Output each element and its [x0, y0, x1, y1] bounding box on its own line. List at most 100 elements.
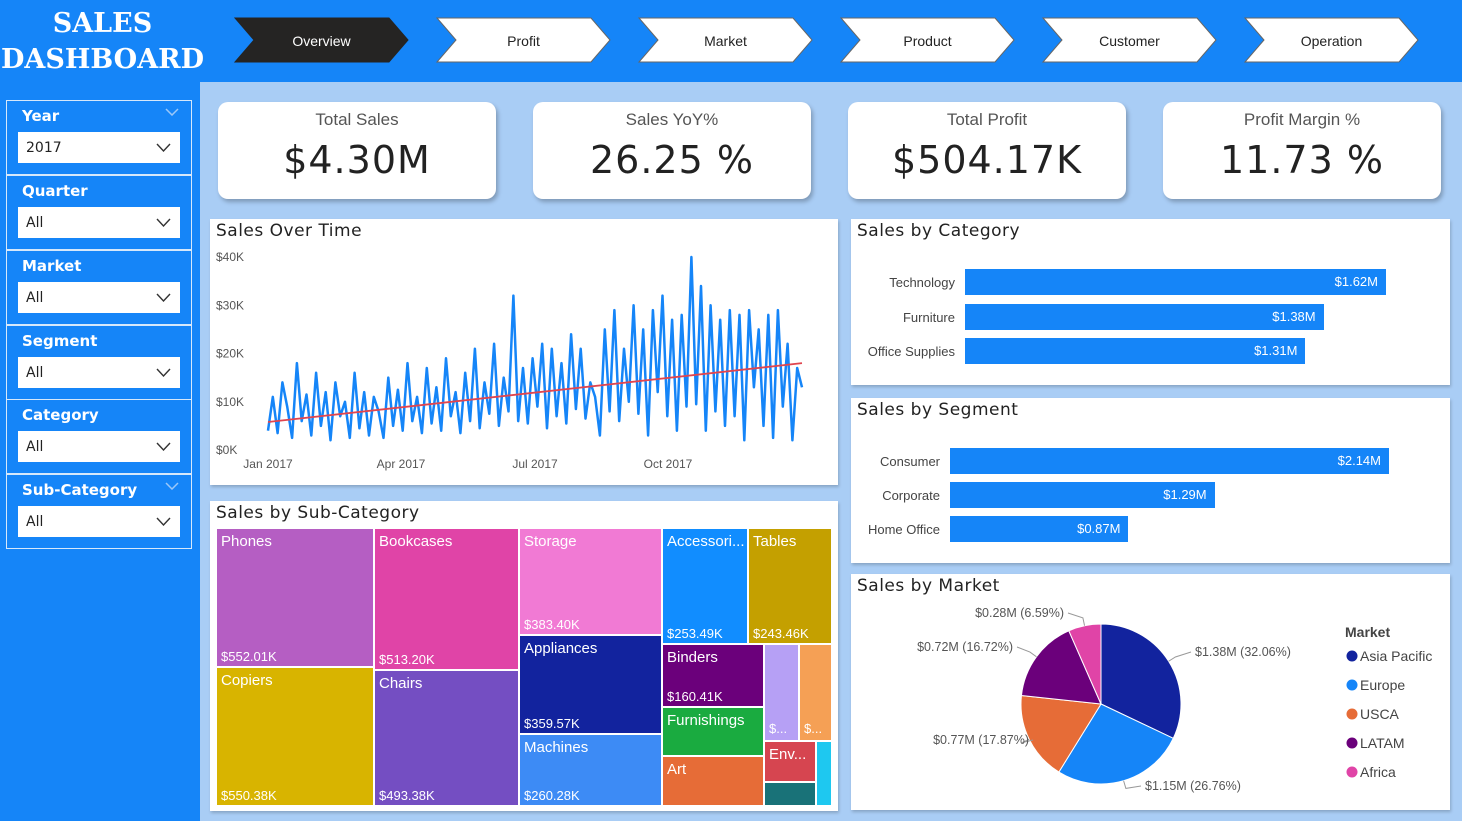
- treemap-tile-value: $513.20K: [379, 652, 435, 667]
- treemap-tile[interactable]: Furnishings: [662, 707, 764, 756]
- tab-overview[interactable]: Overview: [234, 17, 409, 63]
- segment-dropdown[interactable]: All: [18, 357, 180, 388]
- slicer-year: Year 2017: [6, 100, 192, 175]
- sales-series-line: [266, 255, 804, 442]
- treemap-tile-name: $...: [804, 721, 823, 736]
- slicer-label: Quarter: [22, 182, 88, 200]
- slicer-label: Category: [22, 406, 99, 424]
- treemap-tile[interactable]: $...: [799, 644, 832, 741]
- sub-category-treemap[interactable]: Phones $552.01K Copiers $550.38K Bookcases $5…: [210, 501, 838, 811]
- bar[interactable]: $1.38M: [965, 304, 1324, 330]
- header-bar: SALES DASHBOARD Overview Profit Market P…: [0, 0, 1462, 82]
- dropdown-value: All: [26, 439, 44, 455]
- kpi-value: $504.17K: [891, 138, 1083, 182]
- dropdown-value: All: [26, 215, 44, 231]
- treemap-tile[interactable]: Bookcases $513.20K: [374, 528, 519, 670]
- panel-title: Sales by Category: [857, 221, 1021, 241]
- chevron-down-icon[interactable]: [165, 108, 179, 116]
- sales-by-segment-panel: Sales by Segment Consumer $2.14M Corporate…: [851, 398, 1450, 563]
- legend-item[interactable]: Asia Pacific: [1360, 648, 1432, 664]
- treemap-tile[interactable]: Env...: [764, 741, 816, 782]
- treemap-tile-name: $...: [769, 721, 788, 736]
- pie-data-label: $0.28M (6.59%): [975, 606, 1064, 620]
- tab-label: Customer: [1099, 33, 1160, 49]
- panel-title: Sales by Sub-Category: [216, 503, 420, 523]
- sales-by-market-chart[interactable]: $1.38M (32.06%) $1.15M (26.76%) $0.77M (17…: [851, 574, 1450, 810]
- kpi-label: Total Profit: [946, 110, 1028, 129]
- tab-product[interactable]: Product: [840, 17, 1015, 63]
- treemap-tile[interactable]: [816, 741, 832, 806]
- legend-title: Market: [1345, 624, 1390, 640]
- quarter-dropdown[interactable]: All: [18, 207, 180, 238]
- treemap-tile-value: $383.40K: [524, 617, 580, 632]
- treemap-tile[interactable]: Art: [662, 756, 764, 806]
- pie-slice[interactable]: [1058, 703, 1174, 785]
- pie-slice[interactable]: [1068, 623, 1102, 705]
- panel-title: Sales by Segment: [857, 400, 1019, 420]
- app-title-line2: DASHBOARD: [0, 44, 204, 75]
- tab-market[interactable]: Market: [638, 17, 813, 63]
- treemap-tile-name: Appliances: [524, 640, 598, 657]
- slicer-sub-category: Sub-Category All: [6, 474, 192, 549]
- dropdown-value: 2017: [26, 140, 62, 156]
- tab-shape: [1244, 17, 1419, 63]
- tab-operation[interactable]: Operation: [1244, 17, 1419, 63]
- bar[interactable]: $0.87M: [950, 516, 1129, 542]
- treemap-tile[interactable]: Phones $552.01K: [216, 528, 374, 667]
- treemap-tile[interactable]: [764, 782, 816, 806]
- x-tick-label: Oct 2017: [644, 457, 693, 471]
- sales-over-time-panel: Sales Over Time $0K $10K $20K $30K $40K Jan …: [210, 219, 838, 485]
- legend-swatch: [1346, 650, 1358, 662]
- app-title: SALES DASHBOARD: [0, 6, 205, 78]
- treemap-tile[interactable]: $...: [764, 644, 799, 741]
- tab-label: Overview: [292, 33, 351, 49]
- treemap-tile[interactable]: Chairs $493.38K: [374, 670, 519, 806]
- sales-trend-line: [267, 362, 803, 423]
- treemap-tile-name: Binders: [667, 649, 718, 666]
- slicer-label: Segment: [22, 332, 98, 350]
- chevron-down-icon: [156, 293, 171, 302]
- chevron-down-icon: [156, 368, 171, 377]
- bar[interactable]: $1.29M: [950, 482, 1215, 508]
- legend-item[interactable]: Europe: [1360, 677, 1405, 693]
- treemap-tile[interactable]: Accessori... $253.49K: [662, 528, 748, 644]
- treemap-tile-value: $160.41K: [667, 689, 723, 704]
- x-tick-label: Jul 2017: [512, 457, 558, 471]
- treemap-tile[interactable]: Tables $243.46K: [748, 528, 832, 644]
- tab-customer[interactable]: Customer: [1042, 17, 1217, 63]
- slicer-label: Sub-Category: [22, 481, 138, 499]
- bar[interactable]: $1.31M: [965, 338, 1306, 364]
- app-title-line1: SALES: [52, 8, 153, 39]
- chevron-down-icon[interactable]: [165, 482, 179, 490]
- tab-profit[interactable]: Profit: [436, 17, 611, 63]
- tab-shape: [840, 17, 1015, 63]
- treemap-tile-value: $253.49K: [667, 626, 723, 641]
- pie-leader-line: [1168, 651, 1192, 662]
- bar[interactable]: $1.62M: [965, 269, 1386, 295]
- legend-item[interactable]: LATAM: [1360, 735, 1405, 751]
- treemap-tile[interactable]: Copiers $550.38K: [216, 667, 374, 806]
- treemap-tile[interactable]: Machines $260.28K: [519, 734, 662, 806]
- treemap-tile[interactable]: Appliances $359.57K: [519, 635, 662, 734]
- legend-item[interactable]: USCA: [1360, 706, 1400, 722]
- treemap-tile[interactable]: Storage $383.40K: [519, 528, 662, 635]
- x-tick-label: Jan 2017: [243, 457, 293, 471]
- sales-over-time-chart[interactable]: $0K $10K $20K $30K $40K Jan 2017 Apr 2017 Jul …: [210, 219, 838, 485]
- bar-category-label: Home Office: [867, 522, 940, 537]
- y-tick-label: $20K: [216, 347, 244, 361]
- bar[interactable]: $2.14M: [950, 448, 1389, 474]
- category-dropdown[interactable]: All: [18, 431, 180, 462]
- market-dropdown[interactable]: All: [18, 282, 180, 313]
- treemap-tile[interactable]: Binders $160.41K: [662, 644, 764, 707]
- legend-item[interactable]: Africa: [1360, 764, 1396, 780]
- sub-category-dropdown[interactable]: All: [18, 506, 180, 537]
- year-dropdown[interactable]: 2017: [18, 132, 180, 163]
- kpi-value: $4.30M: [283, 138, 431, 182]
- chevron-down-icon: [156, 517, 171, 526]
- kpi-label: Total Sales: [315, 110, 399, 129]
- dropdown-value: All: [26, 290, 44, 306]
- pie-slice[interactable]: [1020, 694, 1102, 773]
- pie-data-label: $1.38M (32.06%): [1195, 645, 1291, 659]
- y-tick-label: $40K: [216, 250, 244, 264]
- kpi-card-total-sales: Total Sales $4.30M: [218, 102, 496, 199]
